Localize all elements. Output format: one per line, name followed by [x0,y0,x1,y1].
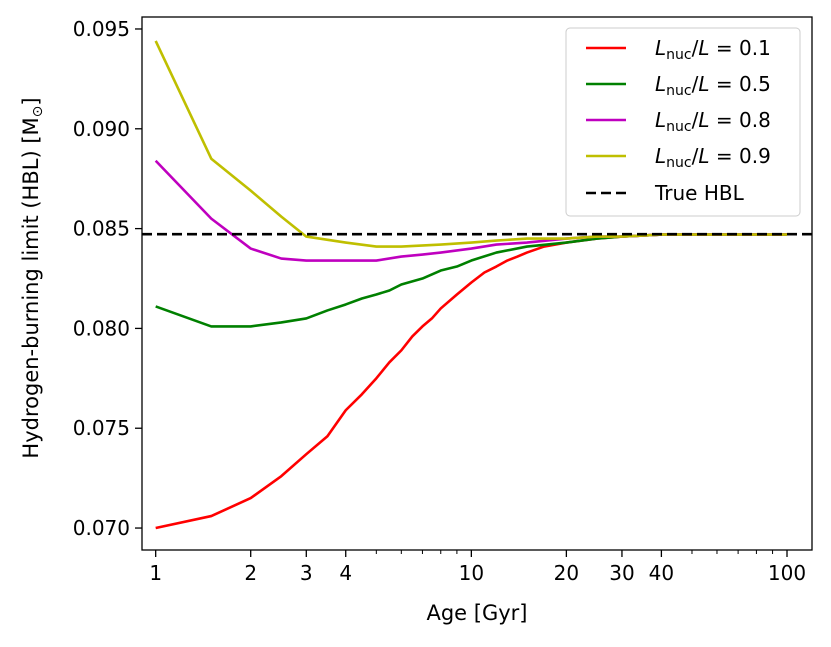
x-tick-label: 10 [459,561,484,585]
x-tick-label: 100 [768,561,806,585]
legend-label-2: Lnuc/L = 0.5 [655,72,771,99]
legend-box [565,27,801,217]
x-tick-label: 30 [609,561,634,585]
legend-symbol-L: L [655,144,666,168]
legend-value: = 0.5 [710,72,771,96]
legend-value: = 0.8 [710,108,771,132]
y-axis-label-close: ] [19,97,43,105]
legend-symbol-L: L [655,36,666,60]
legend-symbol-L2: L [698,108,709,132]
y-axis-label-text: Hydrogen-burning limit (HBL) [M [19,117,43,458]
legend-subscript: nuc [666,83,691,99]
legend-subscript: nuc [666,119,691,135]
y-axis-label-symbol: ⊙ [30,106,46,118]
legend-value: = 0.1 [710,36,771,60]
legend-symbol-L2: L [698,72,709,96]
legend-value: = 0.9 [710,144,771,168]
legend-slash: / [692,36,699,60]
legend-label-true-hbl: True HBL [654,181,745,205]
x-axis-label: Age [Gyr] [426,601,527,625]
legend-symbol-L: L [655,108,666,132]
legend-slash: / [692,72,699,96]
y-tick-label: 0.085 [73,217,130,241]
legend-subscript: nuc [666,47,691,63]
y-axis-label-group: Hydrogen-burning limit (HBL) [M⊙] [19,97,46,458]
legend-label-1: Lnuc/L = 0.1 [655,36,771,63]
legend-label-4: Lnuc/L = 0.9 [655,144,771,171]
y-tick-label: 0.095 [73,17,130,41]
y-tick-label: 0.090 [73,117,130,141]
x-tick-label: 3 [300,561,313,585]
x-tick-label: 2 [244,561,257,585]
plot-area [141,16,813,551]
y-tick-label: 0.080 [73,316,130,340]
legend-symbol-L2: L [698,144,709,168]
x-tick-label: 40 [649,561,674,585]
y-axis-ticks: 0.070 0.075 0.080 0.085 0.090 0.095 [73,17,142,540]
y-tick-label: 0.070 [73,516,130,540]
y-axis-label: Hydrogen-burning limit (HBL) [M⊙] [19,97,46,458]
y-tick-label: 0.075 [73,416,130,440]
legend-slash: / [692,108,699,132]
x-tick-label: 1 [149,561,162,585]
legend-label-3: Lnuc/L = 0.8 [655,108,771,135]
legend-symbol-L: L [655,72,666,96]
x-axis-ticks: 1 2 3 4 10 20 30 40 100 [149,550,806,585]
legend-subscript: nuc [666,155,691,171]
axes-frame [141,16,813,551]
x-tick-label: 20 [554,561,579,585]
series-layer [154,40,788,530]
legend-symbol-L2: L [698,36,709,60]
legend-slash: / [692,144,699,168]
x-tick-label: 4 [339,561,352,585]
